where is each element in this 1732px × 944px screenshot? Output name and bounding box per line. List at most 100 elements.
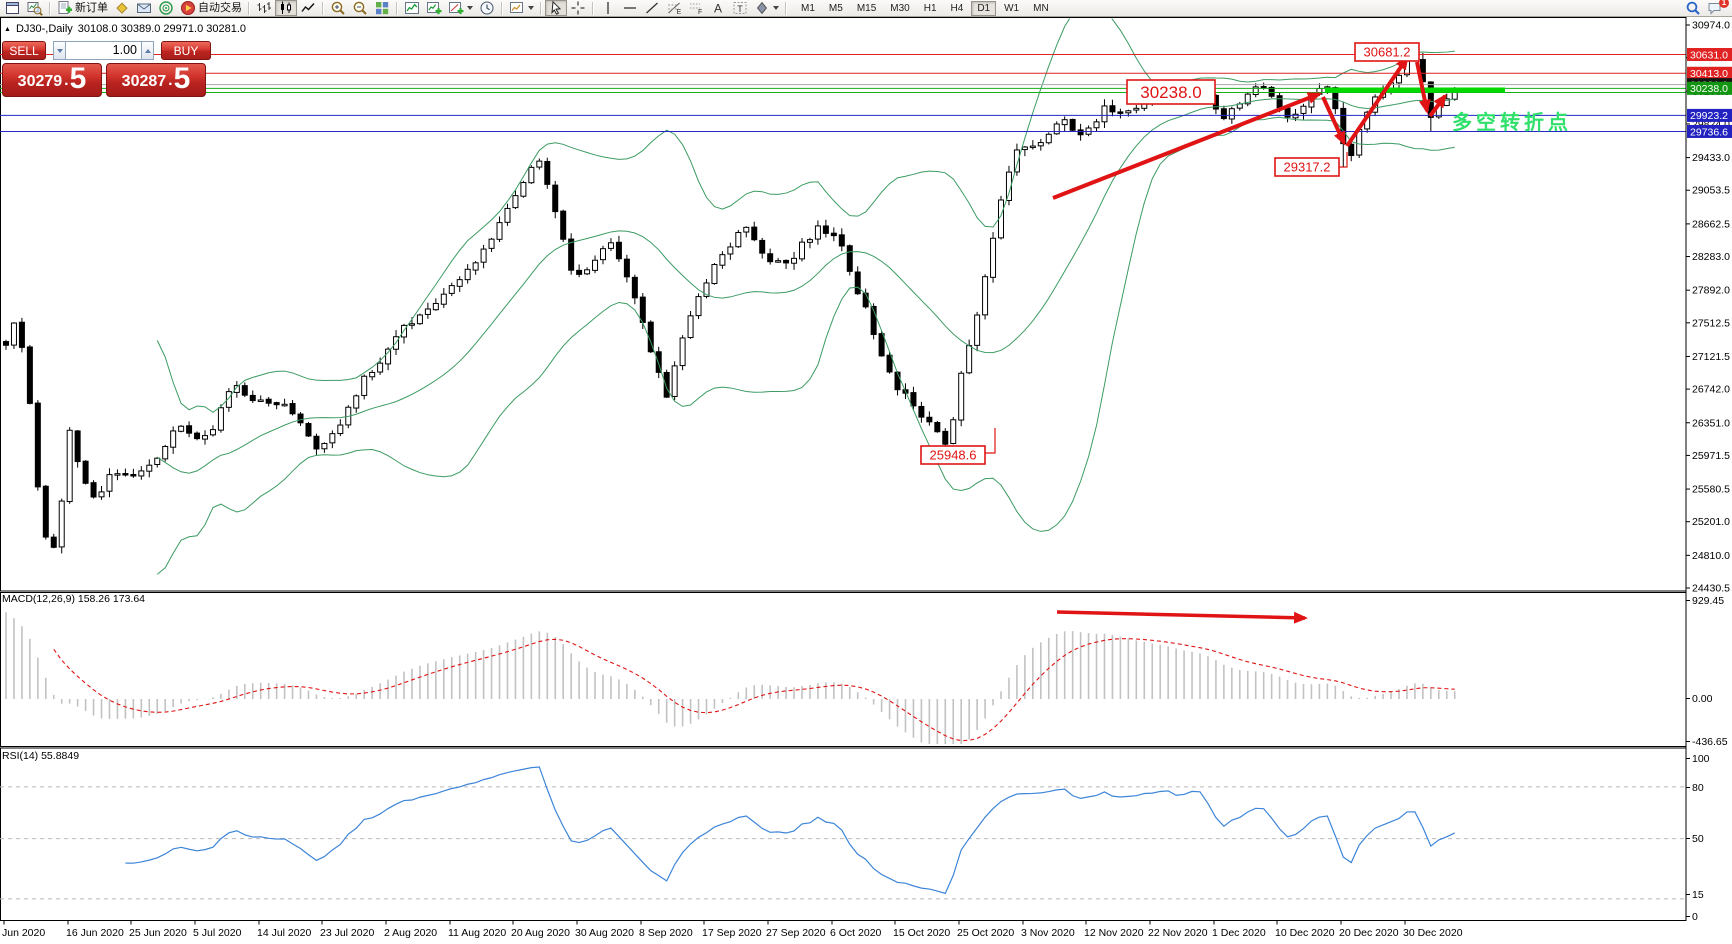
candle-body [138, 470, 145, 477]
candle-body [281, 403, 288, 407]
toolbar: 新订单 自动交易 E F A T M1 M5 M15 M30 H1 H4 D1 W1 MN 1 [0, 0, 1732, 17]
timeframe-m5[interactable]: M5 [828, 2, 843, 14]
candle-body [1069, 118, 1076, 131]
one-click-trade-panel: SELL 1.00 BUY 30279. 5 30287. 5 [2, 41, 214, 97]
timeframe-m30[interactable]: M30 [890, 2, 910, 14]
eraser-icon[interactable] [111, 0, 133, 16]
candle-body [870, 305, 877, 335]
news-icon[interactable] [155, 0, 177, 16]
indicators-icon[interactable] [401, 0, 423, 16]
date-tick: 3 Nov 2020 [1021, 927, 1075, 939]
price-tick: 27121.5 [1692, 351, 1730, 363]
notification-badge: 1 [1719, 0, 1729, 8]
candle-body [162, 446, 169, 460]
trend-arrow-5[interactable] [1428, 93, 1447, 118]
buy-button[interactable]: BUY [161, 41, 211, 60]
autotrade-icon[interactable]: 自动交易 [177, 0, 245, 16]
timeframe-w1[interactable]: W1 [1004, 2, 1020, 14]
fibo-expansion-icon[interactable]: F [685, 0, 707, 16]
candle-body [1029, 145, 1036, 149]
linechart-icon[interactable] [297, 0, 319, 16]
trend-arrow-3[interactable] [1345, 55, 1409, 148]
cursor-icon[interactable] [545, 0, 567, 16]
vline-icon[interactable] [597, 0, 619, 16]
sell-quote[interactable]: 30279. 5 [2, 63, 102, 97]
price-annotation[interactable]: 30238.0 [1126, 79, 1216, 105]
fibo-icon[interactable]: E [663, 0, 685, 16]
candle-body [1396, 74, 1402, 84]
date-tick: 5 Jul 2020 [193, 927, 242, 939]
candles-icon[interactable] [275, 0, 297, 16]
trend-arrow-6[interactable] [1056, 610, 1308, 624]
timeframe-h4[interactable]: H4 [950, 2, 964, 14]
timeframe-mn[interactable]: MN [1033, 2, 1049, 14]
candle-body [751, 226, 758, 241]
new-order-icon[interactable]: 新订单 [54, 0, 111, 16]
indicator-add-icon[interactable] [423, 0, 445, 16]
volume-increase-button[interactable] [141, 41, 154, 60]
crosshair-icon[interactable] [567, 0, 589, 16]
search-icon[interactable] [1682, 0, 1704, 16]
window-icon[interactable] [2, 0, 24, 16]
buy-quote[interactable]: 30287. 5 [106, 63, 206, 97]
candle-body [202, 435, 208, 440]
price-annotation[interactable]: 29317.2 [1274, 152, 1348, 177]
timeframe-d1[interactable]: D1 [971, 0, 997, 16]
zoom-in-icon[interactable] [327, 0, 349, 16]
trendline-icon[interactable] [641, 0, 663, 16]
candle-body [480, 248, 487, 263]
clock-icon[interactable] [476, 0, 498, 16]
toolbar-separator [322, 1, 324, 15]
timeframe-m1[interactable]: M1 [801, 2, 815, 14]
candle-body [982, 276, 989, 316]
candle-body [974, 314, 981, 346]
text-icon[interactable]: A [707, 0, 729, 16]
label-icon[interactable]: T [729, 0, 751, 16]
date-tick: 23 Jul 2020 [320, 927, 374, 939]
candle-body [671, 365, 678, 397]
timeframe-m15[interactable]: M15 [856, 2, 877, 14]
objects-icon[interactable] [445, 0, 476, 16]
notifications-icon[interactable]: 1 [1704, 0, 1729, 16]
candle-body [528, 166, 535, 184]
trend-arrow-4[interactable] [1415, 61, 1431, 114]
trend-arrow-2[interactable] [1321, 96, 1346, 146]
turning-point-note[interactable]: 多空转折点 [1452, 112, 1572, 134]
svg-text:T: T [737, 4, 743, 14]
symbol-period-label: DJ30-,Daily [15, 23, 73, 35]
candle-body [408, 323, 415, 326]
candle-body [1021, 146, 1028, 151]
chart-profile-icon[interactable] [24, 0, 46, 16]
candle-body [942, 430, 949, 445]
tile-windows-icon[interactable] [371, 0, 393, 16]
timeframe-h1[interactable]: H1 [923, 2, 937, 14]
axis-price-label: 30238.0 [1687, 81, 1732, 95]
templates-icon[interactable] [506, 0, 537, 16]
candle-body [1013, 149, 1020, 173]
candle-body [1276, 95, 1283, 109]
volume-input[interactable]: 1.00 [66, 41, 141, 60]
price-annotation[interactable]: 25948.6 [920, 428, 996, 465]
bars-icon[interactable] [253, 0, 275, 16]
mail-icon[interactable] [133, 0, 155, 16]
trend-arrow-1[interactable] [1052, 92, 1322, 200]
candle-body [464, 268, 471, 281]
dropdown-caret-icon [467, 6, 473, 10]
price-annotation[interactable]: 30681.2 [1354, 42, 1420, 62]
candle-body [369, 371, 376, 378]
price-tick: 24810.0 [1692, 550, 1730, 562]
candle-body [1037, 142, 1044, 147]
candle-body [910, 392, 917, 407]
axis-price-label: 29736.6 [1687, 124, 1732, 138]
candle-body [512, 195, 519, 209]
shapes-icon[interactable] [751, 0, 782, 16]
hline-icon[interactable] [619, 0, 641, 16]
zoom-out-icon[interactable] [349, 0, 371, 16]
candle-body [735, 231, 742, 248]
candle-body [1292, 113, 1299, 119]
axis-price-label: 30631.0 [1687, 48, 1732, 61]
sell-button[interactable]: SELL [2, 41, 46, 60]
macd-tick: 0.00 [1692, 693, 1713, 705]
volume-decrease-button[interactable] [53, 41, 66, 60]
